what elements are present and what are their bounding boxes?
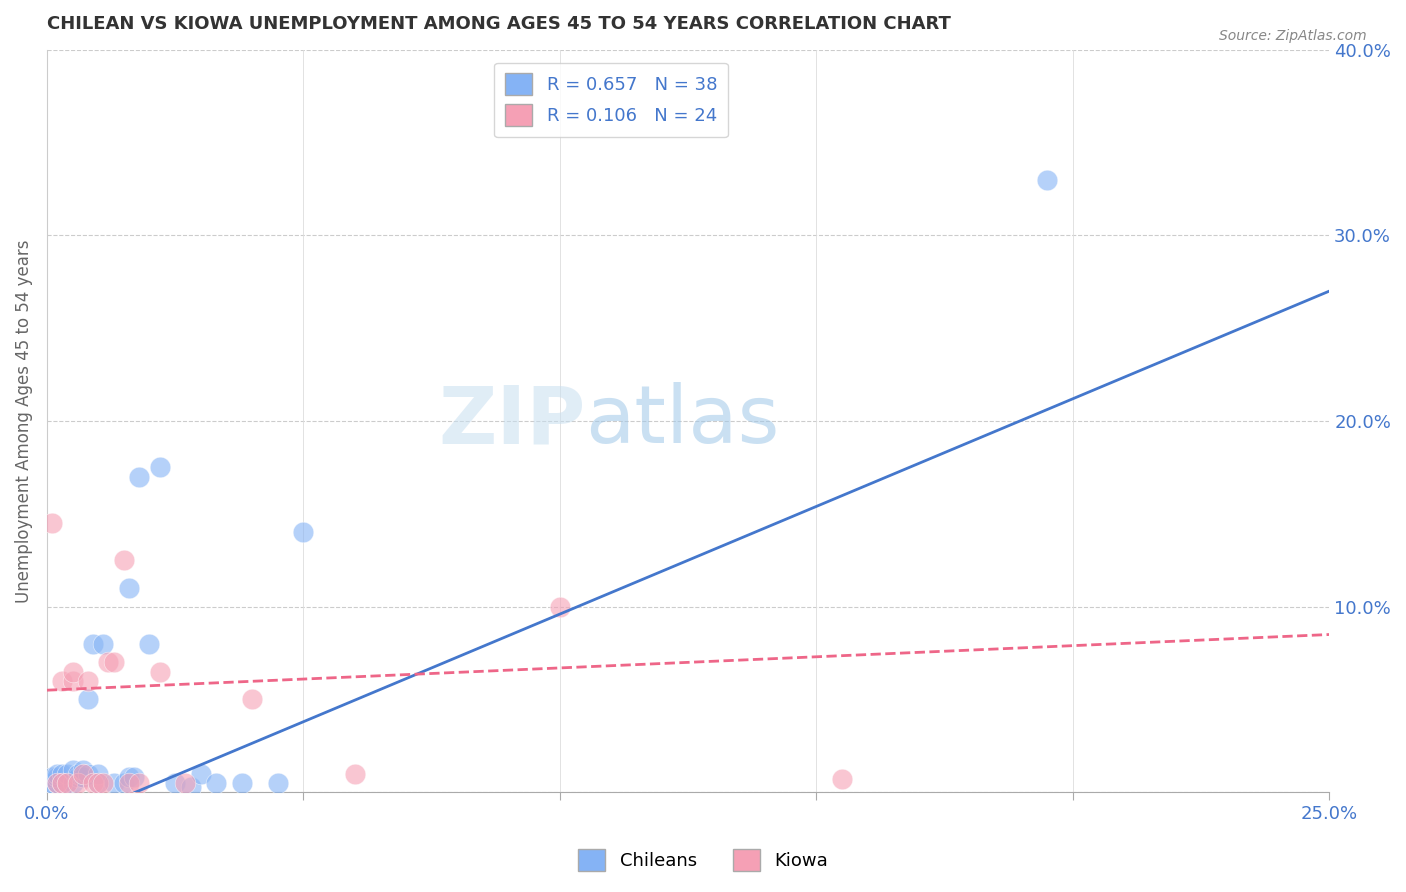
Point bbox=[51, 766, 73, 780]
Point bbox=[87, 766, 110, 780]
Point bbox=[77, 673, 100, 688]
Point bbox=[56, 766, 79, 780]
Point bbox=[205, 776, 228, 790]
Point bbox=[91, 637, 114, 651]
Point bbox=[174, 776, 197, 790]
Point bbox=[87, 776, 110, 790]
Point bbox=[165, 776, 187, 790]
Point bbox=[62, 673, 84, 688]
Point bbox=[831, 772, 853, 787]
Point bbox=[138, 637, 160, 651]
Point bbox=[46, 776, 69, 790]
Point bbox=[118, 771, 141, 785]
Point bbox=[82, 637, 104, 651]
Point bbox=[41, 776, 63, 790]
Point bbox=[41, 771, 63, 785]
Point bbox=[548, 599, 571, 614]
Point bbox=[41, 516, 63, 530]
Point bbox=[91, 776, 114, 790]
Point bbox=[149, 460, 172, 475]
Point bbox=[72, 763, 94, 777]
Point bbox=[51, 776, 73, 790]
Point bbox=[292, 525, 315, 540]
Point bbox=[46, 766, 69, 780]
Text: CHILEAN VS KIOWA UNEMPLOYMENT AMONG AGES 45 TO 54 YEARS CORRELATION CHART: CHILEAN VS KIOWA UNEMPLOYMENT AMONG AGES… bbox=[46, 15, 950, 33]
Point bbox=[128, 469, 150, 483]
Point bbox=[267, 776, 290, 790]
Point bbox=[62, 763, 84, 777]
Point bbox=[231, 776, 253, 790]
Point bbox=[66, 766, 89, 780]
Point bbox=[62, 665, 84, 679]
Point bbox=[1036, 173, 1059, 187]
Point bbox=[77, 692, 100, 706]
Point bbox=[122, 771, 145, 785]
Point bbox=[41, 776, 63, 790]
Point bbox=[87, 776, 110, 790]
Point bbox=[46, 771, 69, 785]
Point bbox=[180, 780, 202, 794]
Point bbox=[66, 776, 89, 790]
Point bbox=[72, 766, 94, 780]
Point bbox=[103, 776, 125, 790]
Point bbox=[97, 656, 120, 670]
Point bbox=[190, 766, 212, 780]
Y-axis label: Unemployment Among Ages 45 to 54 years: Unemployment Among Ages 45 to 54 years bbox=[15, 239, 32, 603]
Text: ZIP: ZIP bbox=[439, 382, 585, 460]
Text: atlas: atlas bbox=[585, 382, 780, 460]
Point bbox=[66, 771, 89, 785]
Point bbox=[51, 673, 73, 688]
Point bbox=[118, 581, 141, 595]
Point bbox=[72, 771, 94, 785]
Point bbox=[128, 776, 150, 790]
Point bbox=[112, 553, 135, 567]
Point bbox=[46, 776, 69, 790]
Point bbox=[112, 776, 135, 790]
Text: Source: ZipAtlas.com: Source: ZipAtlas.com bbox=[1219, 29, 1367, 44]
Point bbox=[149, 665, 172, 679]
Legend: R = 0.657   N = 38, R = 0.106   N = 24: R = 0.657 N = 38, R = 0.106 N = 24 bbox=[495, 62, 728, 137]
Point bbox=[343, 766, 366, 780]
Point bbox=[51, 776, 73, 790]
Point bbox=[56, 776, 79, 790]
Point bbox=[56, 776, 79, 790]
Legend: Chileans, Kiowa: Chileans, Kiowa bbox=[571, 842, 835, 879]
Point bbox=[240, 692, 263, 706]
Point bbox=[62, 776, 84, 790]
Point bbox=[118, 776, 141, 790]
Point bbox=[82, 776, 104, 790]
Point bbox=[103, 656, 125, 670]
Point bbox=[77, 766, 100, 780]
